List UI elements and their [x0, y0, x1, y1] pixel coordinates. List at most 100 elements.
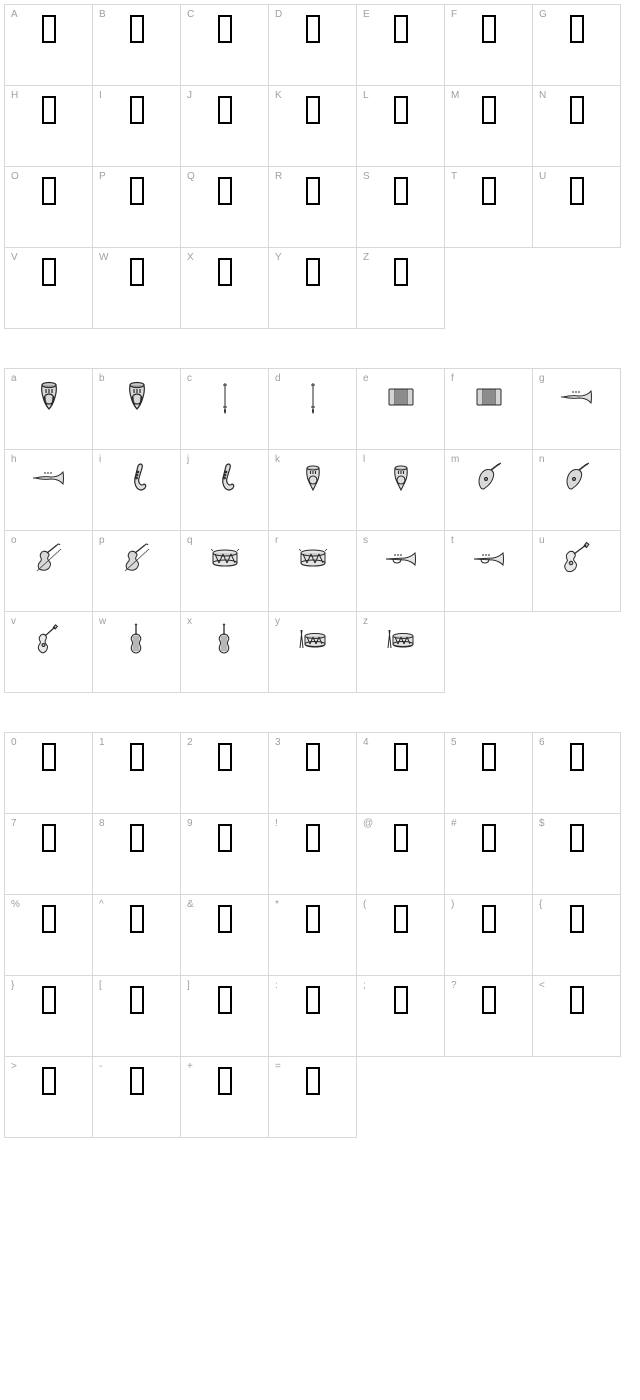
cell-label: n [539, 454, 545, 465]
cell-label: 4 [363, 737, 369, 748]
cell-glyph [31, 379, 67, 415]
glyph-cell: 9 [180, 813, 269, 895]
cell-glyph [482, 824, 496, 852]
empty-glyph-icon [130, 743, 144, 771]
glyph-cell: H [4, 85, 93, 167]
cell-label: f [451, 373, 454, 384]
empty-glyph-icon [218, 905, 232, 933]
guitar-small-icon [31, 622, 67, 658]
glyph-cell: i [92, 449, 181, 531]
glyph-cell: x [180, 611, 269, 693]
glyph-cell: h [4, 449, 93, 531]
cell-label: u [539, 535, 545, 546]
empty-glyph-icon [570, 824, 584, 852]
cell-glyph [31, 541, 67, 577]
cell-label: ! [275, 818, 278, 829]
cell-glyph [306, 824, 320, 852]
cell-label: U [539, 171, 546, 182]
tuba-small-icon [383, 460, 419, 496]
cell-glyph [559, 379, 595, 415]
empty-glyph-icon [306, 986, 320, 1014]
trombone-slide-icon [207, 379, 243, 415]
cell-glyph [383, 622, 419, 658]
cell-label: ] [187, 980, 190, 991]
empty-glyph-icon [482, 177, 496, 205]
violin-diag-icon [119, 541, 155, 577]
glyph-cell: L [356, 85, 445, 167]
cell-glyph [42, 96, 56, 124]
cell-glyph [31, 622, 67, 658]
cell-glyph [42, 177, 56, 205]
empty-glyph-icon [306, 258, 320, 286]
cell-glyph [130, 15, 144, 43]
glyph-cell: % [4, 894, 93, 976]
cell-glyph [570, 177, 584, 205]
glyph-cell: W [92, 247, 181, 329]
empty-glyph-icon [42, 743, 56, 771]
cell-glyph [42, 986, 56, 1014]
cell-glyph [295, 541, 331, 577]
cell-glyph [31, 460, 67, 496]
cell-label: F [451, 9, 457, 20]
cell-label: ; [363, 980, 366, 991]
cell-label: M [451, 90, 459, 101]
glyph-cell [444, 247, 533, 329]
snare-drum-icon [295, 541, 331, 577]
trumpet-icon [383, 541, 419, 577]
cell-label: r [275, 535, 278, 546]
cell-label: # [451, 818, 457, 829]
mandolin-icon [559, 460, 595, 496]
glyph-cell: q [180, 530, 269, 612]
tuba-icon [119, 379, 155, 415]
glyph-cell: Q [180, 166, 269, 248]
glyph-cell: ) [444, 894, 533, 976]
glyph-cell: P [92, 166, 181, 248]
cell-label: g [539, 373, 545, 384]
cell-label: $ [539, 818, 545, 829]
empty-glyph-icon [218, 824, 232, 852]
cell-label: L [363, 90, 369, 101]
glyph-cell: 2 [180, 732, 269, 814]
cell-glyph [306, 986, 320, 1014]
cell-label: P [99, 171, 106, 182]
cell-label: v [11, 616, 16, 627]
cell-label: 7 [11, 818, 17, 829]
cell-glyph [42, 905, 56, 933]
empty-glyph-icon [394, 177, 408, 205]
cell-label: C [187, 9, 194, 20]
cell-glyph [570, 743, 584, 771]
empty-glyph-icon [306, 824, 320, 852]
accordion-icon [383, 379, 419, 415]
glyph-cell: { [532, 894, 621, 976]
empty-glyph-icon [570, 96, 584, 124]
cell-glyph [42, 824, 56, 852]
empty-glyph-icon [570, 15, 584, 43]
cell-label: w [99, 616, 106, 627]
cell-glyph [218, 15, 232, 43]
cell-glyph [119, 379, 155, 415]
cell-glyph [130, 258, 144, 286]
glyph-cell: N [532, 85, 621, 167]
cell-glyph [119, 622, 155, 658]
glyph-cell: t [444, 530, 533, 612]
empty-glyph-icon [482, 824, 496, 852]
empty-glyph-icon [570, 743, 584, 771]
glyph-cell: A [4, 4, 93, 86]
empty-glyph-icon [218, 1067, 232, 1095]
empty-glyph-icon [570, 177, 584, 205]
cell-glyph [394, 258, 408, 286]
empty-glyph-icon [218, 96, 232, 124]
cell-label: W [99, 252, 108, 263]
glyph-cell [532, 1056, 621, 1138]
glyph-cell: l [356, 449, 445, 531]
glyph-cell: f [444, 368, 533, 450]
glyph-cell: u [532, 530, 621, 612]
glyph-cell: } [4, 975, 93, 1057]
glyph-cell: s [356, 530, 445, 612]
cell-glyph [394, 15, 408, 43]
cell-label: i [99, 454, 101, 465]
cell-label: q [187, 535, 193, 546]
cell-glyph [207, 460, 243, 496]
cell-glyph [559, 541, 595, 577]
empty-glyph-icon [570, 905, 584, 933]
